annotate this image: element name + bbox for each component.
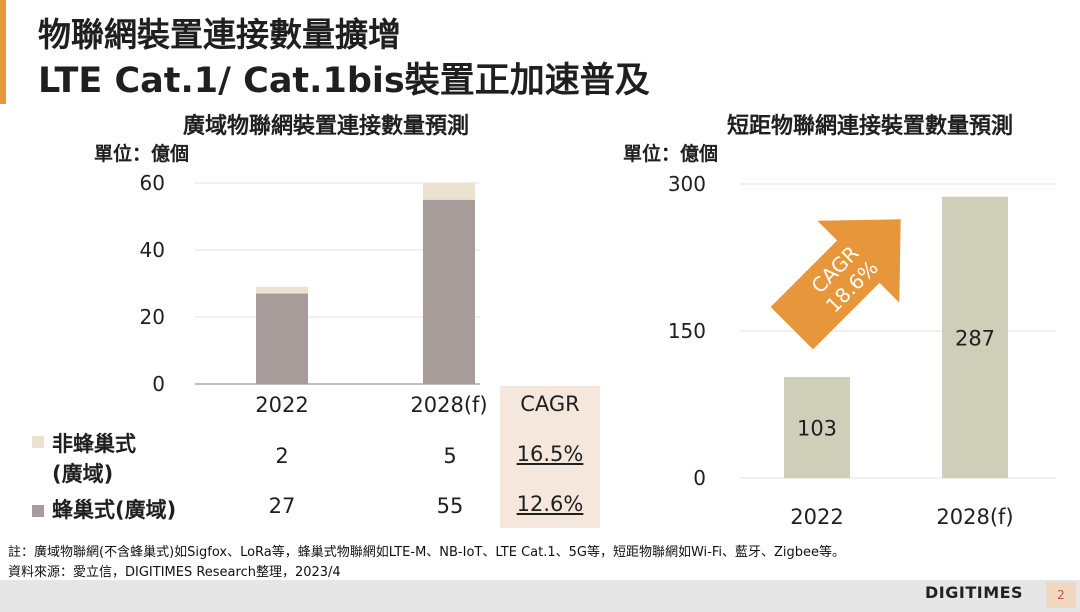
title-accent-bar	[0, 0, 6, 104]
cagr-header: CAGR	[520, 392, 580, 416]
digitimes-logo: DIGITIMES	[925, 583, 1024, 602]
right-y-tick-0: 0	[693, 466, 706, 490]
right-chart-title: 短距物聯網連接裝置數量預測	[727, 114, 1014, 139]
footer-bar	[0, 580, 1080, 612]
page-number: 2	[1046, 582, 1076, 608]
right-bar-value-2028(f): 287	[955, 326, 995, 350]
left-y-tick-60: 60	[140, 171, 165, 195]
legend-swatch-non-cellular	[32, 436, 44, 448]
left-y-tick-0: 0	[152, 372, 165, 396]
right-bar-value-2022: 103	[797, 417, 837, 441]
left-bar-2028(f)-series0	[423, 199, 475, 384]
left-bar-2022-series0	[256, 293, 308, 384]
left-bar-2028(f)-series1	[423, 183, 475, 200]
left-y-tick-40: 40	[140, 238, 165, 262]
legend-label-non-cellular-line1: 非蜂巢式	[52, 432, 136, 456]
left-chart-unit: 單位：億個	[94, 143, 190, 165]
right-x-label-2028(f): 2028(f)	[936, 505, 1013, 529]
left-x-label-2022: 2022	[255, 393, 308, 417]
source-note: 資料來源：愛立信，DIGITIMES Research整理，2023/4	[8, 565, 341, 580]
legend-swatch-cellular	[32, 505, 44, 517]
cagr-cellular: 12.6%	[516, 492, 584, 516]
left-y-tick-20: 20	[140, 305, 165, 329]
table-cell-non-cellular-2028: 5	[443, 444, 457, 468]
right-y-tick-150: 150	[668, 319, 706, 343]
legend-label-non-cellular-line2: (廣域)	[52, 462, 114, 486]
page-title-line2: LTE Cat.1/ Cat.1bis裝置正加速普及	[38, 61, 650, 101]
table-cell-non-cellular-2022: 2	[275, 444, 289, 468]
cagr-arrow-shape	[770, 219, 901, 350]
right-chart-unit: 單位：億個	[623, 143, 719, 165]
right-y-tick-300: 300	[668, 172, 706, 196]
table-cell-cellular-2028: 55	[436, 494, 464, 518]
page-title-line1: 物聯網裝置連接數量擴增	[38, 15, 401, 54]
right-bar-2028(f)	[942, 196, 1008, 479]
left-bar-2022-series1	[256, 286, 308, 294]
legend-label-cellular: 蜂巢式(廣域)	[52, 498, 177, 522]
right-bar-2022	[784, 377, 850, 478]
footnote: 註：廣域物聯網(不含蜂巢式)如Sigfox、LoRa等，蜂巢式物聯網如LTE-M…	[8, 545, 846, 560]
cagr-column-background	[500, 386, 600, 528]
table-cell-cellular-2022: 27	[268, 494, 296, 518]
cagr-non-cellular: 16.5%	[516, 442, 584, 466]
right-x-label-2022: 2022	[790, 505, 843, 529]
left-chart-title: 廣域物聯網裝置連接數量預測	[183, 114, 470, 139]
left-x-label-2028(f): 2028(f)	[410, 393, 487, 417]
